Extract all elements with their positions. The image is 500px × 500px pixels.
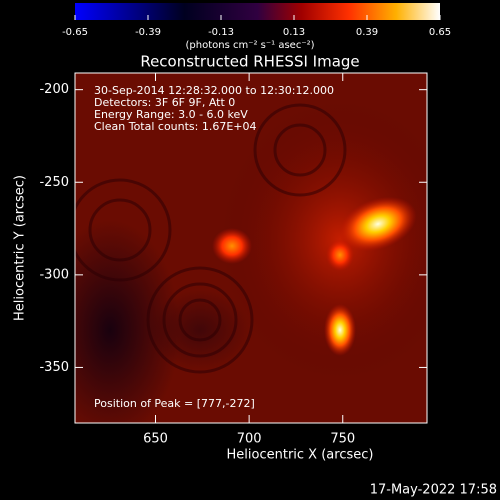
annotation: 30-Sep-2014 12:28:32.000 to 12:30:12.000	[94, 84, 334, 97]
annotation: Energy Range: 3.0 - 6.0 keV	[94, 108, 248, 121]
x-tick-label: 700	[237, 432, 262, 447]
colorbar-tick-label: 0.65	[429, 27, 451, 38]
plot-frame	[74, 72, 428, 424]
x-tick-label: 650	[143, 432, 168, 447]
colorbar-tick-label: 0.39	[356, 27, 378, 38]
y-tick-label: -250	[39, 175, 69, 190]
colorbar-tick-label: -0.65	[62, 27, 88, 38]
colorbar-tick-label: 0.13	[283, 27, 305, 38]
chart-title: Reconstructed RHESSI Image	[140, 53, 359, 71]
x-tick-label: 750	[330, 432, 355, 447]
colorbar-tick-label: -0.13	[208, 27, 234, 38]
y-axis-label: Heliocentric Y (arcsec)	[13, 175, 28, 321]
image	[75, 73, 427, 423]
annotation: Detectors: 3F 6F 9F, Att 0	[94, 96, 235, 109]
annotation: Clean Total counts: 1.67E+04	[94, 120, 257, 133]
colorbar	[75, 3, 440, 20]
y-tick-label: -300	[39, 267, 69, 282]
x-axis-label: Heliocentric X (arcsec)	[227, 448, 374, 463]
y-tick-label: -350	[39, 360, 69, 375]
footer: 17-May-2022 17:58	[370, 483, 497, 498]
y-tick-label: -200	[39, 82, 69, 97]
colorbar-label: (photons cm⁻² s⁻¹ asec⁻²)	[185, 40, 314, 51]
peak-label: Position of Peak = [777,-272]	[94, 397, 255, 410]
colorbar-tick-label: -0.39	[135, 27, 161, 38]
